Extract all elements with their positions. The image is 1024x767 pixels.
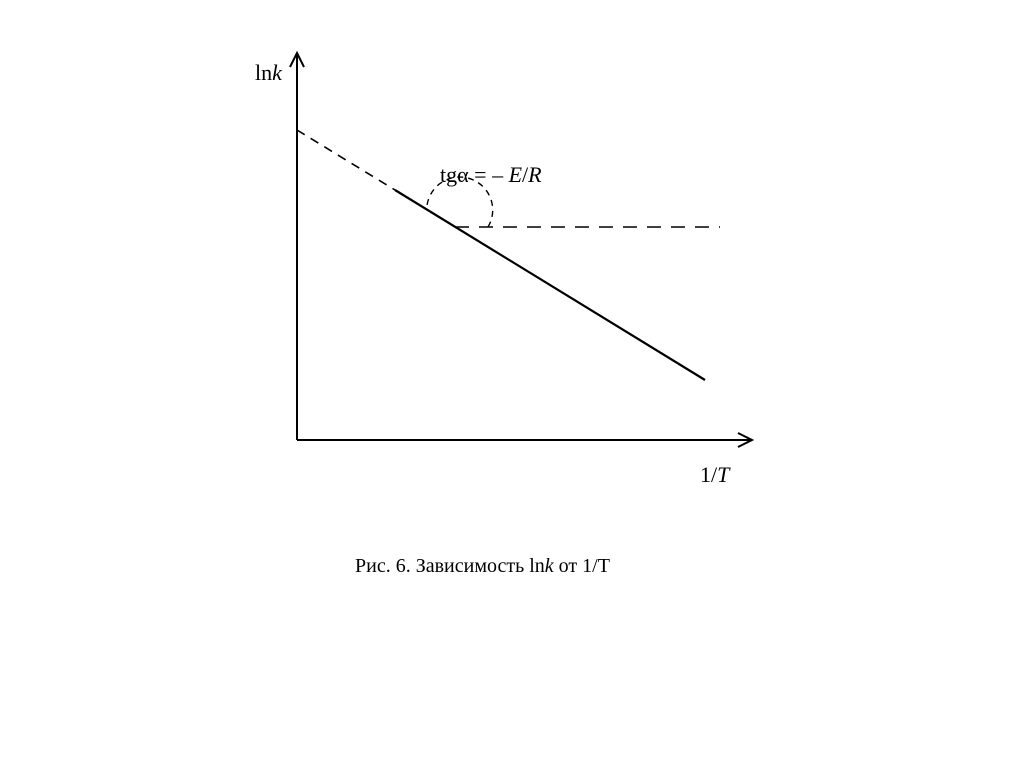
- x-label-prefix: 1/: [700, 462, 717, 487]
- data-line: [395, 190, 705, 380]
- figure-caption: Рис. 6. Зависимость lnk от 1/T: [355, 555, 610, 578]
- y-label-var: k: [272, 60, 282, 85]
- dashed-extrapolation: [297, 130, 395, 190]
- figure-container: lnk 1/T tgα = – E/R Рис. 6. Зависимость …: [0, 0, 1024, 767]
- formula-eq: = –: [469, 162, 509, 187]
- slope-formula: tgα = – E/R: [440, 162, 542, 188]
- caption-prefix: Рис. 6. Зависимость ln: [355, 555, 545, 577]
- caption-suffix: от 1/T: [554, 555, 610, 577]
- arrhenius-plot: [0, 0, 1024, 767]
- formula-R: R: [528, 162, 541, 187]
- y-axis-label: lnk: [255, 60, 282, 86]
- x-label-var: T: [717, 462, 729, 487]
- caption-var: k: [545, 555, 554, 577]
- formula-E: E: [509, 162, 522, 187]
- formula-tg: tg: [440, 162, 457, 187]
- formula-alpha: α: [457, 162, 469, 187]
- x-axis-label: 1/T: [700, 462, 729, 488]
- y-label-prefix: ln: [255, 60, 272, 85]
